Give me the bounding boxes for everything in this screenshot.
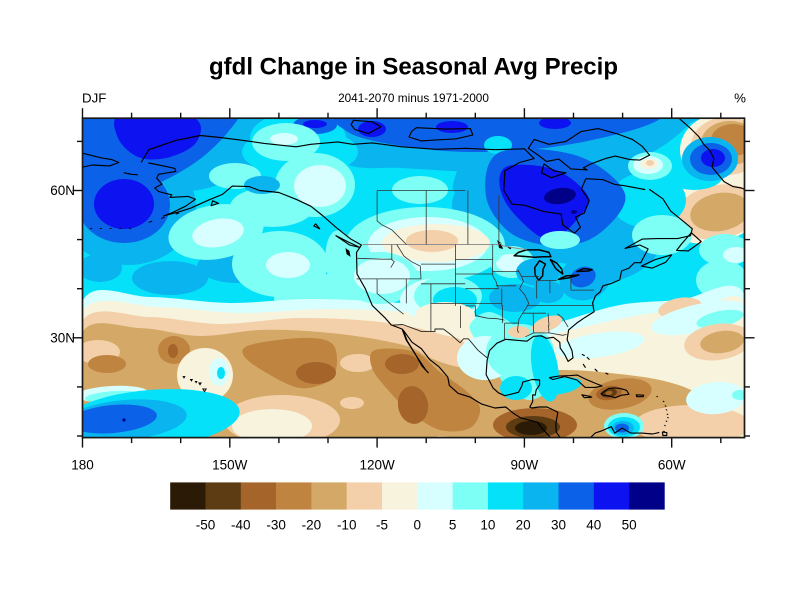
svg-text:150W: 150W — [212, 458, 248, 473]
svg-text:-40: -40 — [231, 518, 251, 533]
svg-text:40: 40 — [586, 518, 601, 533]
svg-text:10: 10 — [480, 518, 495, 533]
svg-text:90W: 90W — [511, 458, 539, 473]
svg-text:180: 180 — [71, 458, 94, 473]
svg-text:60W: 60W — [658, 458, 686, 473]
svg-text:gfdl Change in Seasonal Avg Pr: gfdl Change in Seasonal Avg Precip — [209, 54, 618, 81]
svg-text:DJF: DJF — [82, 91, 106, 106]
svg-text:-50: -50 — [196, 518, 216, 533]
svg-text:60N: 60N — [50, 183, 75, 198]
svg-text:50: 50 — [622, 518, 637, 533]
svg-text:-20: -20 — [302, 518, 322, 533]
svg-text:2041-2070 minus 1971-2000: 2041-2070 minus 1971-2000 — [338, 91, 489, 105]
svg-text:20: 20 — [516, 518, 531, 533]
svg-text:0: 0 — [414, 518, 422, 533]
svg-text:-10: -10 — [337, 518, 357, 533]
svg-text:30N: 30N — [50, 330, 75, 345]
svg-text:-5: -5 — [376, 518, 388, 533]
svg-text:30: 30 — [551, 518, 566, 533]
svg-text:-30: -30 — [266, 518, 286, 533]
svg-text:5: 5 — [449, 518, 457, 533]
svg-text:%: % — [734, 91, 746, 106]
svg-text:120W: 120W — [359, 458, 395, 473]
